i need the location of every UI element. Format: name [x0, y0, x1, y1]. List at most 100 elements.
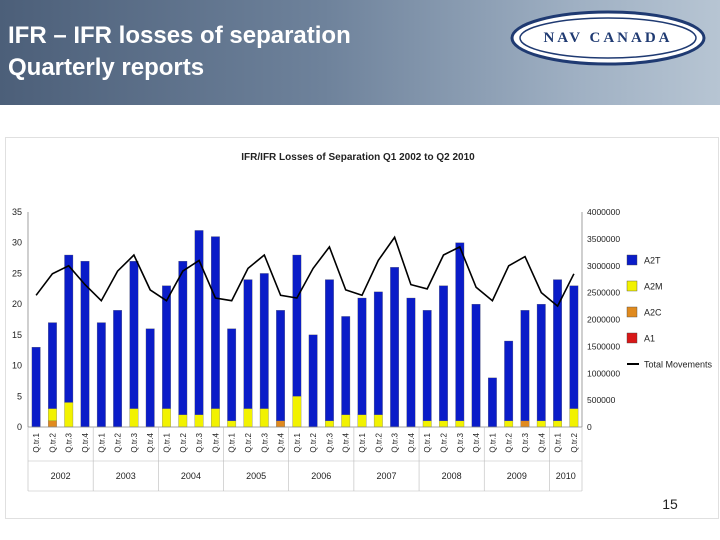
- x-tick-label: Q.tr.2: [440, 432, 449, 452]
- bar-a2t-17: [308, 334, 318, 428]
- bar-a2m-31: [536, 420, 546, 428]
- y-right-tick-label: 4000000: [587, 207, 620, 217]
- bar-a2t-4: [96, 322, 106, 428]
- year-label: 2004: [181, 471, 201, 481]
- bar-a2m-19: [341, 414, 351, 428]
- y-left-tick-label: 15: [12, 330, 22, 340]
- x-tick-label: Q.tr.2: [505, 432, 514, 452]
- title-line-2: Quarterly reports: [8, 54, 205, 81]
- y-left-tick-label: 20: [12, 299, 22, 309]
- x-tick-label: Q.tr.1: [163, 432, 172, 452]
- bar-a2t-6: [129, 260, 139, 409]
- bar-a2t-13: [243, 279, 253, 409]
- x-tick-label: Q.tr.3: [195, 432, 204, 452]
- legend-label: A2T: [644, 256, 661, 266]
- legend-label: A2C: [644, 308, 662, 318]
- year-label: 2003: [116, 471, 136, 481]
- bar-a2m-29: [504, 420, 514, 428]
- y-left-tick-label: 5: [17, 391, 22, 401]
- bar-a2t-7: [145, 328, 155, 428]
- bar-a2t-30: [520, 310, 530, 422]
- x-tick-label: Q.tr.4: [472, 432, 481, 452]
- y-left-tick-label: 25: [12, 268, 22, 278]
- x-tick-label: Q.tr.1: [32, 432, 41, 452]
- bar-a2t-20: [357, 297, 367, 415]
- chart-title: IFR/IFR Losses of Separation Q1 2002 to …: [241, 152, 475, 163]
- chart-panel: IFR/IFR Losses of Separation Q1 2002 to …: [6, 138, 718, 518]
- bar-a2t-5: [113, 310, 123, 428]
- bar-a2t-2: [64, 254, 74, 403]
- bar-a2t-0: [31, 346, 41, 428]
- legend-swatch-a1: [626, 332, 638, 344]
- bar-a2m-2: [64, 402, 74, 428]
- bar-a2t-31: [536, 303, 546, 422]
- logo-ellipse-icon: [510, 10, 706, 66]
- x-tick-label: Q.tr.4: [537, 432, 546, 452]
- x-tick-label: Q.tr.4: [407, 432, 416, 452]
- slide-title: IFR – IFR losses of separation Quarterly…: [8, 20, 351, 84]
- bar-a2t-15: [276, 310, 285, 422]
- legend-label: A1: [644, 334, 655, 344]
- bar-a2t-33: [569, 285, 579, 409]
- bar-a2t-19: [341, 316, 351, 415]
- bar-a2t-14: [259, 273, 269, 409]
- x-tick-label: Q.tr.3: [391, 432, 400, 452]
- bar-a2m-32: [553, 420, 562, 428]
- bar-a2t-27: [471, 303, 481, 428]
- x-tick-label: Q.tr.3: [521, 432, 530, 452]
- legend-swatch-a2t: [626, 254, 638, 266]
- x-tick-label: Q.tr.2: [48, 432, 57, 452]
- bar-a2m-16: [292, 396, 302, 428]
- bar-a2t-18: [325, 279, 334, 422]
- x-tick-label: Q.tr.3: [260, 432, 269, 452]
- y-right-tick-label: 3000000: [587, 261, 620, 271]
- y-right-tick-label: 0: [587, 422, 592, 432]
- bar-a2t-11: [210, 236, 220, 409]
- bar-a2m-14: [259, 408, 269, 428]
- bar-a2t-32: [553, 279, 562, 422]
- bar-a2m-6: [129, 408, 139, 428]
- year-label: 2010: [556, 471, 576, 481]
- title-line-1: IFR – IFR losses of separation: [8, 22, 351, 49]
- bar-a2t-28: [487, 377, 497, 428]
- x-tick-label: Q.tr.2: [374, 432, 383, 452]
- bar-a2t-1: [48, 322, 57, 409]
- x-tick-label: Q.tr.2: [114, 432, 123, 452]
- logo-text: NAV CANADA: [543, 30, 673, 46]
- bar-a2m-25: [439, 420, 448, 428]
- year-label: 2009: [507, 471, 527, 481]
- x-tick-label: Q.tr.2: [179, 432, 188, 452]
- legend-swatch-a2m: [626, 280, 638, 292]
- y-left-tick-label: 0: [17, 422, 22, 432]
- year-label: 2005: [246, 471, 266, 481]
- nav-canada-logo: NAV CANADA: [508, 8, 708, 68]
- y-right-tick-label: 2000000: [587, 315, 620, 325]
- legend-label: Total Movements: [644, 360, 713, 370]
- year-label: 2002: [51, 471, 71, 481]
- bar-a2t-10: [194, 230, 204, 415]
- bar-a2t-3: [80, 260, 90, 428]
- x-tick-label: Q.tr.1: [554, 432, 563, 452]
- x-tick-label: Q.tr.1: [423, 432, 432, 452]
- bar-a2m-21: [373, 414, 383, 428]
- bar-a2m-33: [569, 408, 579, 428]
- y-right-tick-label: 2500000: [587, 288, 620, 298]
- x-tick-label: Q.tr.4: [211, 432, 220, 452]
- bar-a2m-26: [455, 420, 465, 428]
- bar-a2c-15: [276, 420, 285, 428]
- slide-header: IFR – IFR losses of separation Quarterly…: [0, 0, 720, 105]
- y-right-tick-label: 1000000: [587, 368, 620, 378]
- bar-a2m-12: [227, 420, 237, 428]
- x-tick-label: Q.tr.1: [97, 432, 106, 452]
- total-movements-line: [35, 235, 575, 308]
- year-label: 2007: [376, 471, 396, 481]
- bar-a2c-30: [520, 420, 530, 428]
- x-tick-label: Q.tr.3: [65, 432, 74, 452]
- legend-swatch-a2c: [626, 306, 638, 318]
- x-tick-label: Q.tr.2: [570, 432, 579, 452]
- y-left-tick-label: 35: [12, 207, 22, 217]
- bar-a2c-1: [48, 420, 57, 428]
- x-tick-label: Q.tr.1: [358, 432, 367, 452]
- x-tick-label: Q.tr.3: [130, 432, 139, 452]
- bar-a2t-16: [292, 254, 302, 397]
